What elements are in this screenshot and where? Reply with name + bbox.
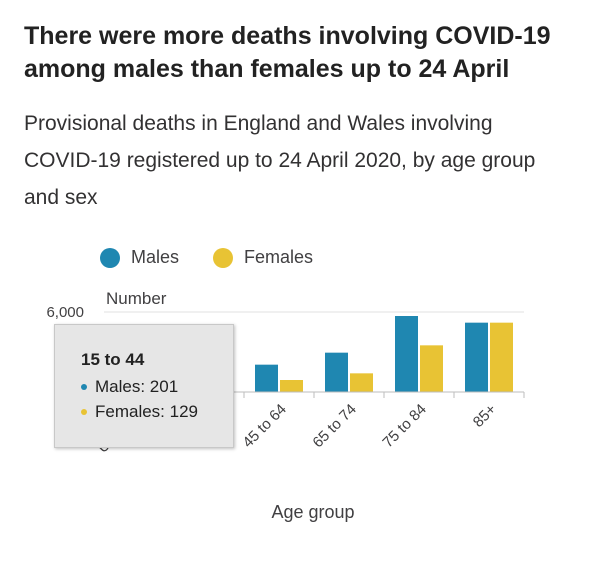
bar-males[interactable] xyxy=(395,316,418,392)
x-axis-label: Age group xyxy=(271,502,354,522)
bar-females[interactable] xyxy=(350,373,373,392)
chart-subtitle: Provisional deaths in England and Wales … xyxy=(24,112,536,209)
tooltip-row-males: Males: 201 xyxy=(81,377,233,397)
y-axis-label: Number xyxy=(106,289,167,308)
chart-tooltip: 15 to 44 Males: 201 Females: 129 xyxy=(54,324,234,448)
y-tick-label: 6,000 xyxy=(46,304,84,321)
legend-label-males: Males xyxy=(131,247,180,267)
tooltip-males-value: Males: 201 xyxy=(95,377,179,396)
legend-item-females[interactable]: Females xyxy=(213,247,313,268)
bar-females[interactable] xyxy=(420,345,443,392)
tooltip-title: 15 to 44 xyxy=(81,350,145,369)
tooltip-row-females: Females: 129 xyxy=(81,402,233,422)
legend-item-males[interactable]: Males xyxy=(100,247,179,268)
chart-title: There were more deaths involving COVID-1… xyxy=(24,22,551,83)
x-tick-label: 85+ xyxy=(470,401,500,431)
bar-males[interactable] xyxy=(325,352,348,392)
chart-legend: Males Females xyxy=(100,247,347,268)
bar-females[interactable] xyxy=(280,380,303,392)
legend-swatch-females xyxy=(213,247,234,268)
bar-males[interactable] xyxy=(255,364,278,392)
legend-label-females: Females xyxy=(244,247,314,267)
bar-females[interactable] xyxy=(490,322,513,392)
x-tick-label: 45 to 64 xyxy=(239,401,289,451)
x-tick-label: 65 to 74 xyxy=(309,401,359,451)
bar-males[interactable] xyxy=(465,322,488,392)
tooltip-females-value: Females: 129 xyxy=(95,402,198,421)
tooltip-dot-males xyxy=(81,384,87,390)
x-tick-label: 75 to 84 xyxy=(379,401,429,451)
legend-swatch-males xyxy=(100,247,120,268)
tooltip-dot-females xyxy=(81,409,87,415)
